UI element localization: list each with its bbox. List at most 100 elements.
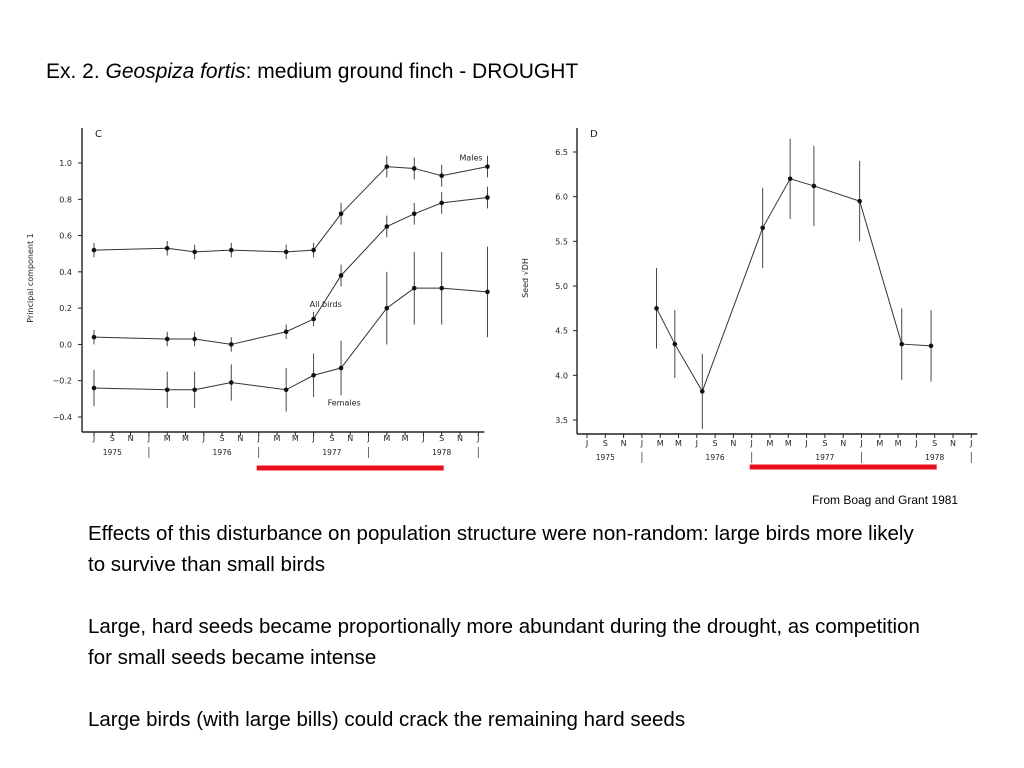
title-prefix: Ex. 2.: [46, 60, 100, 83]
body-text: Effects of this disturbance on populatio…: [88, 518, 928, 766]
x-month-label-d: J: [750, 439, 753, 448]
x-month-label-d: J: [695, 439, 698, 448]
figure-credit: From Boag and Grant 1981: [812, 493, 959, 507]
data-point-c-0: [192, 249, 197, 255]
x-month-label-c: J: [92, 434, 95, 443]
panel-label-d: D: [590, 129, 598, 140]
data-point-d-0: [672, 341, 678, 347]
x-month-label-d: N: [840, 439, 846, 448]
y-tick-label-c: 0.0: [59, 340, 72, 349]
data-point-c-2: [91, 385, 97, 391]
data-point-c-1: [384, 224, 390, 229]
y-tick-label-c: 0.6: [59, 232, 72, 241]
x-month-label-d: N: [950, 439, 956, 448]
title-species: Geospiza fortis: [105, 60, 246, 83]
x-month-label-d: M: [675, 439, 682, 448]
y-tick-label-d: 5.0: [555, 282, 568, 291]
x-month-label-c: M: [292, 434, 299, 443]
data-point-c-0: [228, 247, 234, 253]
x-month-label-d: M: [767, 439, 774, 448]
series-label-c-0: Males: [459, 154, 482, 163]
y-tick-label-c: −0.4: [53, 413, 72, 422]
data-point-c-1: [338, 273, 344, 278]
data-point-c-0: [439, 173, 445, 178]
x-month-label-c: S: [439, 434, 444, 443]
data-point-c-2: [411, 285, 417, 291]
data-point-c-2: [439, 285, 445, 291]
x-month-label-c: N: [237, 434, 243, 443]
y-axis-title-d: Seed √DH: [521, 258, 530, 298]
y-tick-label-c: 0.4: [59, 268, 72, 277]
x-month-label-c: J: [421, 434, 424, 443]
figure-panels: C Principal component 1 −0.4 −0.2 0.0 0.2 0.4 0…: [26, 128, 978, 471]
y-tick-label-d: 6.0: [555, 193, 568, 202]
x-month-label-d: J: [969, 439, 972, 448]
series-line-c-1: [93, 196, 488, 345]
x-month-label-d: S: [822, 439, 827, 448]
x-month-label-c: M: [383, 434, 390, 443]
x-month-label-c: M: [402, 434, 409, 443]
paragraph-seeds: Large, hard seeds became proportionally …: [88, 615, 920, 669]
data-point-c-2: [338, 365, 344, 371]
x-year-label-d: 1975: [596, 453, 615, 462]
x-month-label-d: J: [859, 439, 862, 448]
data-point-c-0: [485, 164, 490, 169]
data-point-c-1: [439, 200, 445, 206]
data-point-d-0: [928, 343, 934, 349]
data-point-d-0: [787, 176, 793, 182]
data-point-d-0: [760, 225, 765, 231]
x-month-label-c: M: [274, 434, 281, 443]
data-point-c-1: [192, 336, 197, 342]
data-point-c-2: [192, 387, 197, 393]
data-point-c-2: [164, 387, 170, 393]
x-month-label-d: N: [730, 439, 736, 448]
series-label-c-2: Females: [328, 398, 361, 407]
x-month-label-d: S: [603, 439, 608, 448]
data-point-c-0: [164, 245, 170, 251]
x-month-label-c: N: [457, 434, 463, 443]
x-month-label-c: J: [257, 434, 260, 443]
x-month-label-d: S: [932, 439, 937, 448]
data-point-c-1: [228, 342, 234, 347]
x-year-label-c: 1977: [322, 448, 341, 457]
data-point-c-2: [311, 372, 316, 378]
x-month-label-c: J: [366, 434, 369, 443]
data-point-c-2: [485, 289, 490, 295]
x-month-label-c: J: [476, 434, 479, 443]
data-point-c-2: [384, 305, 390, 311]
series-label-c-1: All birds: [310, 300, 342, 309]
x-month-label-c: S: [110, 434, 115, 443]
y-tick-label-c: −0.2: [53, 377, 72, 386]
data-point-d-0: [899, 341, 905, 347]
x-month-label-d: N: [621, 439, 627, 448]
data-point-c-1: [485, 195, 490, 200]
data-point-d-0: [811, 183, 817, 189]
x-month-label-d: M: [895, 439, 902, 448]
x-year-label-d: 1976: [706, 453, 725, 462]
x-month-label-c: J: [311, 434, 314, 443]
data-point-c-2: [283, 387, 289, 393]
data-point-c-0: [91, 247, 97, 253]
x-month-label-d: S: [713, 439, 718, 448]
x-month-label-c: J: [147, 434, 150, 443]
x-month-label-c: S: [220, 434, 225, 443]
x-month-label-c: M: [182, 434, 189, 443]
y-axis-title-c: Principal component 1: [26, 233, 35, 323]
panel-label-c: C: [95, 129, 102, 140]
paragraph-survival: Effects of this disturbance on populatio…: [88, 522, 914, 576]
data-point-c-1: [91, 334, 97, 340]
y-tick-label-c: 0.2: [59, 304, 72, 313]
x-month-label-d: J: [640, 439, 643, 448]
data-point-c-0: [311, 247, 316, 253]
data-point-c-1: [311, 316, 316, 322]
x-month-label-d: J: [804, 439, 807, 448]
y-tick-label-d: 4.5: [555, 327, 568, 336]
x-year-label-c: 1978: [432, 448, 451, 457]
x-month-label-c: N: [347, 434, 353, 443]
x-month-label-c: S: [329, 434, 334, 443]
x-month-label-d: J: [585, 439, 588, 448]
x-year-label-d: 1977: [815, 453, 834, 462]
data-point-c-0: [384, 164, 390, 169]
data-point-d-0: [699, 389, 705, 394]
x-month-label-d: M: [657, 439, 664, 448]
